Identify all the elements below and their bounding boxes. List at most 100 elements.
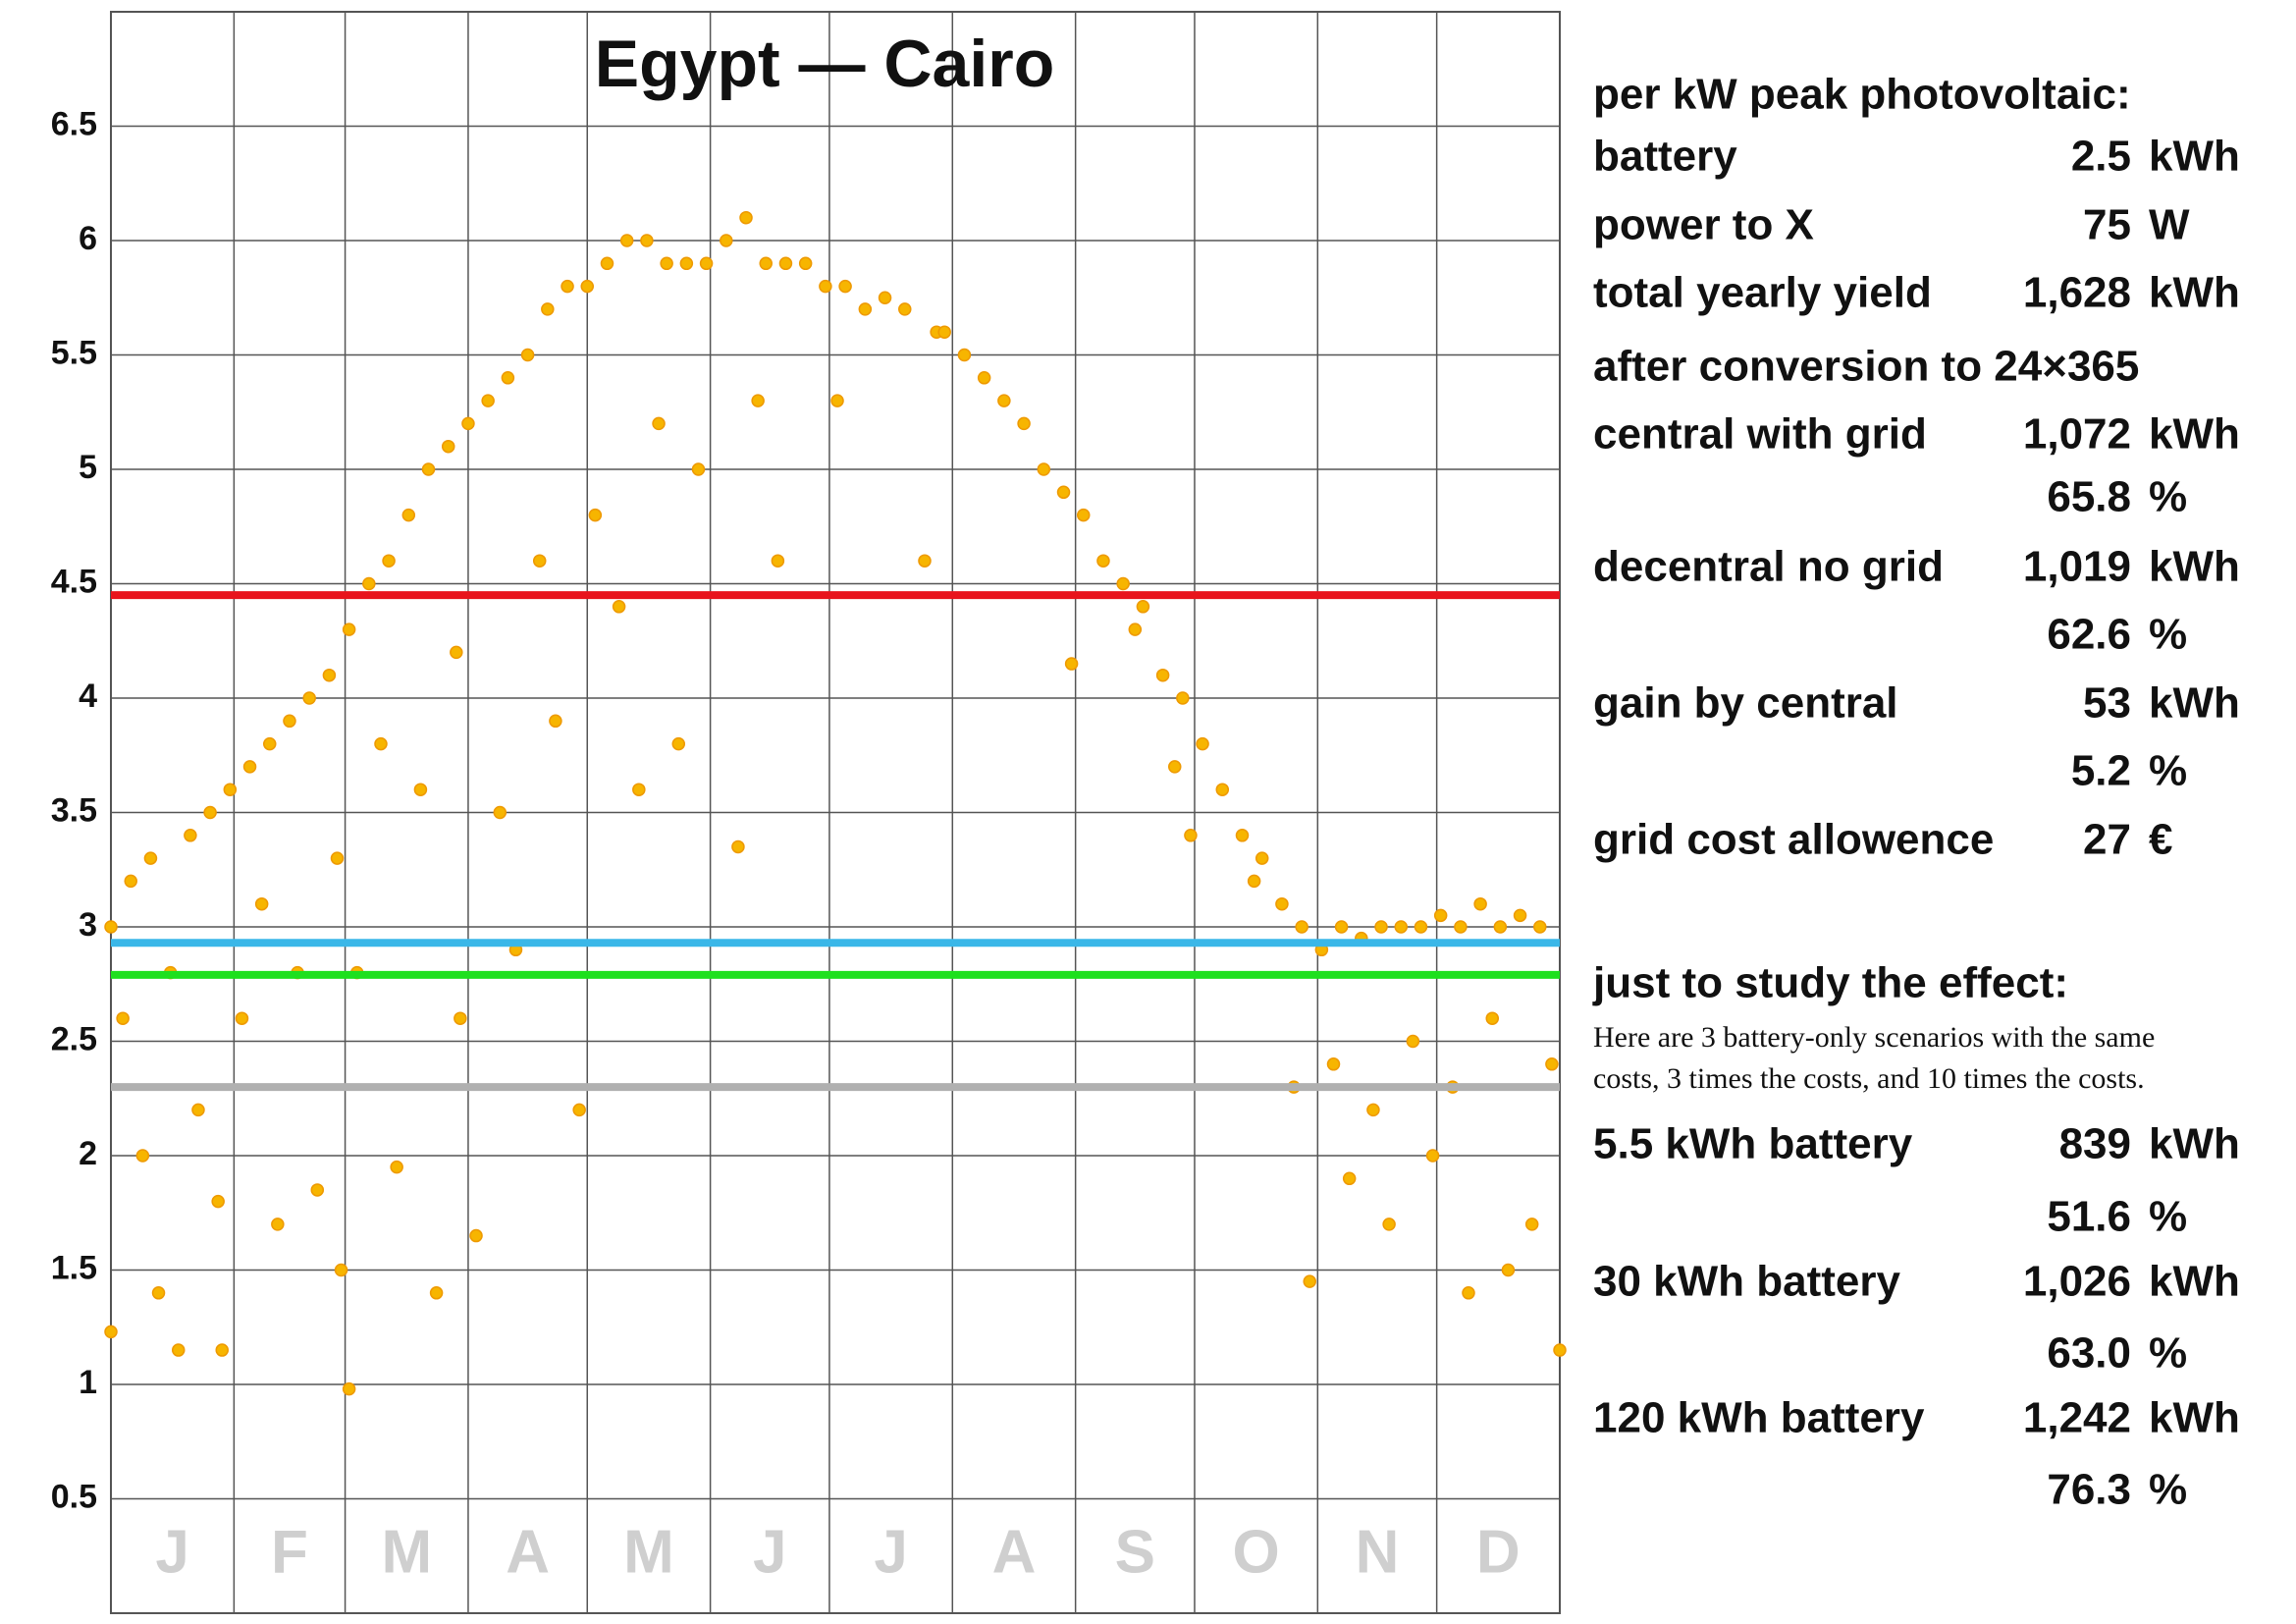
panel-value: 2.5 — [2071, 133, 2131, 181]
panel-unit: kWh — [2149, 410, 2240, 459]
point — [1295, 920, 1308, 934]
panel-value: 63.0 — [2047, 1329, 2131, 1378]
point — [612, 600, 626, 614]
panel-unit: kWh — [2149, 543, 2240, 591]
point — [1414, 920, 1428, 934]
point — [1454, 920, 1468, 934]
month-label: J — [874, 1518, 907, 1586]
point — [1334, 920, 1349, 934]
point — [549, 714, 562, 729]
panel-label: central with grid — [1593, 410, 1927, 459]
point — [1116, 576, 1130, 591]
point — [699, 256, 714, 271]
month-label: J — [753, 1518, 786, 1586]
point — [382, 554, 396, 568]
month-label: N — [1356, 1518, 1400, 1586]
point — [1493, 920, 1508, 934]
point — [1485, 1011, 1500, 1025]
point — [310, 1183, 325, 1197]
point — [580, 279, 595, 294]
point — [342, 623, 356, 636]
month-label: F — [271, 1518, 308, 1586]
panel-unit: kWh — [2149, 1120, 2240, 1168]
point — [541, 302, 555, 316]
y-tick-label: 2 — [79, 1135, 97, 1172]
point — [171, 1343, 186, 1357]
point — [588, 508, 603, 522]
point — [1235, 829, 1250, 842]
month-label: A — [506, 1518, 550, 1586]
point — [671, 736, 686, 751]
point — [1374, 920, 1388, 934]
point — [1275, 896, 1289, 911]
point — [271, 1218, 285, 1231]
panel-label: power to X — [1593, 201, 1814, 249]
point — [771, 554, 785, 568]
point — [640, 234, 654, 247]
point — [1017, 416, 1031, 431]
point — [918, 554, 932, 568]
point — [421, 462, 436, 476]
point — [1326, 1057, 1341, 1071]
point — [652, 416, 666, 431]
point — [1342, 1171, 1357, 1186]
point — [1394, 920, 1408, 934]
point — [401, 508, 416, 522]
panel-unit: % — [2149, 611, 2187, 659]
panel-label: 30 kWh battery — [1593, 1258, 1901, 1306]
month-label: D — [1476, 1518, 1521, 1586]
point — [1524, 1218, 1539, 1231]
point — [720, 234, 733, 247]
point — [184, 829, 197, 842]
point — [1136, 600, 1150, 614]
point — [143, 851, 158, 865]
point — [223, 783, 238, 796]
point — [1366, 1103, 1380, 1117]
y-tick-label: 4.5 — [51, 563, 97, 600]
point — [1167, 760, 1182, 774]
point — [819, 279, 832, 294]
point — [632, 783, 646, 796]
y-tick-label: 2.5 — [51, 1020, 97, 1057]
point — [957, 348, 972, 362]
point — [1076, 508, 1091, 522]
point — [1382, 1218, 1396, 1231]
panel-unit: kWh — [2149, 1394, 2240, 1442]
panel-label: 5.5 kWh battery — [1593, 1120, 1913, 1168]
point — [390, 1160, 403, 1174]
point — [532, 554, 547, 568]
panel-value: 53 — [2083, 679, 2131, 728]
point — [135, 1149, 150, 1163]
panel-value: 1,072 — [2023, 410, 2131, 459]
point — [124, 874, 137, 889]
point — [1064, 657, 1079, 671]
month-label: O — [1233, 1518, 1280, 1586]
note-line: costs, 3 times the costs, and 10 times t… — [1593, 1062, 2145, 1095]
panel-unit: % — [2149, 747, 2187, 795]
point — [203, 805, 217, 820]
y-tick-label: 3 — [79, 906, 97, 944]
point — [1155, 668, 1170, 682]
y-tick-label: 5.5 — [51, 334, 97, 371]
panel-label: grid cost allowence — [1593, 816, 1994, 864]
point — [739, 210, 753, 225]
panel-label: battery — [1593, 133, 1737, 181]
note-line: Here are 3 battery-only scenarios with t… — [1593, 1021, 2155, 1054]
y-tick-label: 1.5 — [51, 1249, 97, 1286]
point — [1473, 896, 1487, 911]
point — [600, 256, 614, 271]
y-tick-label: 3.5 — [51, 791, 97, 829]
panel-value: 75 — [2083, 201, 2131, 249]
panel-label: after conversion to 24×365 — [1593, 343, 2139, 391]
point — [858, 302, 873, 316]
y-tick-label: 6.5 — [51, 105, 97, 142]
panel-value: 1,242 — [2023, 1394, 2131, 1442]
point — [1215, 783, 1230, 796]
panel-label: decentral no grid — [1593, 543, 1944, 591]
point — [798, 256, 813, 271]
panel-unit: % — [2149, 1466, 2187, 1514]
point — [283, 714, 296, 729]
point — [838, 279, 852, 294]
point — [441, 439, 455, 454]
